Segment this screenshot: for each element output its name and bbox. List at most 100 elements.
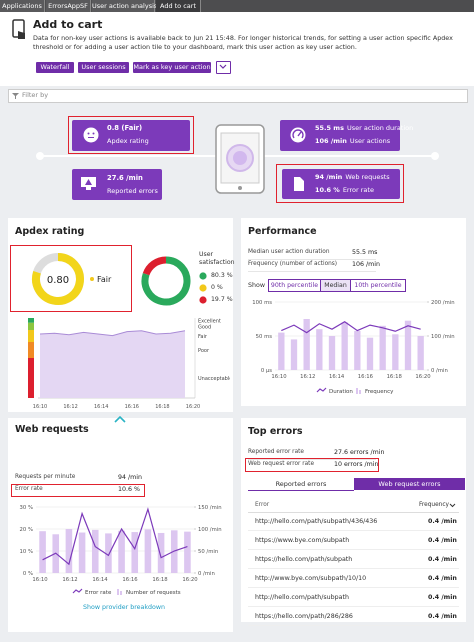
zone-band <box>28 318 34 323</box>
y-tick-label: 10 % <box>20 549 33 555</box>
y-tick-label: 100 ms <box>252 300 272 306</box>
tile-value: 94 /min <box>315 173 343 181</box>
tab[interactable]: Reported errors <box>248 478 354 491</box>
connector-dot <box>36 152 44 160</box>
breadcrumb-item[interactable]: ErrorsAppSF <box>46 0 91 12</box>
bar <box>144 529 152 573</box>
eye <box>87 132 90 135</box>
web-requests-panel <box>8 418 233 632</box>
bar <box>303 319 310 370</box>
row-divider <box>248 606 459 607</box>
row-divider <box>248 270 376 272</box>
zone-label: Unacceptable <box>198 376 230 382</box>
donut-segment <box>142 256 167 276</box>
web-icon <box>294 177 304 191</box>
metric-value: 10.6 % <box>118 486 141 493</box>
bar <box>118 530 125 573</box>
row-divider <box>248 625 459 626</box>
bar <box>379 325 386 370</box>
legend-swatch <box>72 588 83 594</box>
satisfaction-value: 19.7 % <box>211 296 233 303</box>
duration-icon <box>290 127 306 143</box>
tile-line: 94 /min Web requests <box>315 173 390 181</box>
action-button[interactable]: Waterfall <box>36 62 74 73</box>
y-tick-label: 50 ms <box>256 334 273 340</box>
column-header: Error <box>255 502 270 508</box>
stand <box>86 187 91 190</box>
zone-label: Fair <box>198 334 208 340</box>
bar <box>341 322 348 370</box>
action-button[interactable]: User sessions <box>78 62 129 73</box>
bar <box>328 336 336 370</box>
x-tick-label: 16:20 <box>415 374 431 380</box>
error-frequency: 0.4 /min <box>428 613 457 620</box>
breadcrumb-item[interactable]: Applications <box>0 0 45 12</box>
y2-tick-label: 0 /min <box>198 571 215 577</box>
filter-bar[interactable] <box>8 89 468 103</box>
tile-line: 10.6 % Error rate <box>315 186 374 194</box>
highlight <box>11 484 145 497</box>
legend-swatch <box>120 591 122 595</box>
error-url: https://www.bye.com/subpath <box>255 537 350 544</box>
overview-connectors <box>36 124 439 194</box>
bar <box>404 320 412 370</box>
panel-title: Top errors <box>248 426 303 437</box>
x-tick-label: 16:12 <box>300 374 315 380</box>
percentile-toggle[interactable]: 10th percentile <box>350 279 406 292</box>
x-tick-label: 16:10 <box>32 577 48 583</box>
error-frequency: 0.4 /min <box>428 594 457 601</box>
doc <box>294 177 304 191</box>
error-frequency: 0.4 /min <box>428 556 457 563</box>
bar <box>157 532 165 573</box>
page-title: Add to cart <box>33 18 103 31</box>
error-frequency: 0.4 /min <box>428 537 457 544</box>
legend-label: Number of requests <box>126 590 181 596</box>
percentile-toggle[interactable]: 90th percentile <box>268 279 321 292</box>
dual-axis-chart: 0 % 10 % 20 % 30 % 0 /min 50 /min 100 /min 150 … <box>20 505 222 583</box>
x-tick-label: 16:12 <box>62 577 77 583</box>
x-tick-label: 16:14 <box>94 404 108 410</box>
bar <box>417 336 424 370</box>
metric-label: Error rate <box>15 486 43 492</box>
dropdown-button[interactable] <box>216 61 231 74</box>
zone-band <box>28 330 34 342</box>
text: 0.8 (Fair) <box>107 124 143 132</box>
error-frequency: 0.4 /min <box>428 575 457 582</box>
line <box>281 321 421 334</box>
bar <box>366 337 374 370</box>
error-url: http://hello.com/path/subpath/436/436 <box>255 518 378 525</box>
y-tick-label: 20 % <box>20 527 33 533</box>
show-label: Show <box>248 282 265 289</box>
breadcrumb-item[interactable]: Add to cart <box>156 0 201 12</box>
tab[interactable]: Web request errors <box>354 478 465 490</box>
percentile-toggle[interactable]: Median <box>320 279 351 292</box>
y-tick-label: 30 % <box>20 505 33 511</box>
apdex-donut: 0.80 Fair <box>32 253 112 305</box>
y2-tick-label: 150 /min <box>198 505 222 511</box>
satisfaction-face <box>199 296 207 304</box>
provider-link[interactable]: Show provider breakdown <box>83 604 166 611</box>
apdex-line <box>39 330 186 337</box>
phone-core <box>233 151 247 165</box>
bar <box>392 334 399 370</box>
tile-label: User action duration <box>346 124 414 132</box>
metric-value: 106 /min <box>352 261 381 268</box>
row-divider <box>248 587 459 588</box>
breadcrumb-item[interactable]: User action analysis <box>92 0 158 12</box>
x-tick-label: 16:20 <box>182 577 198 583</box>
panel-title: Apdex rating <box>15 226 85 237</box>
satisfaction-face <box>199 284 207 292</box>
bar <box>316 329 323 370</box>
x-tick-label: 16:16 <box>358 374 374 380</box>
bar <box>354 330 361 370</box>
y2-tick-label: 200 /min <box>431 300 455 306</box>
dual-axis-chart: 0 µs 50 ms 100 ms 0 /min 100 /min 200 /min 16:… <box>252 300 455 380</box>
y2-tick-label: 100 /min <box>198 527 222 533</box>
y2-tick-label: 50 /min <box>198 549 218 555</box>
text: Apdex rating <box>107 137 149 145</box>
action-button[interactable]: Mark as key user action <box>133 62 211 73</box>
highlight <box>276 164 404 203</box>
tile-value: 10.6 % <box>315 186 340 194</box>
